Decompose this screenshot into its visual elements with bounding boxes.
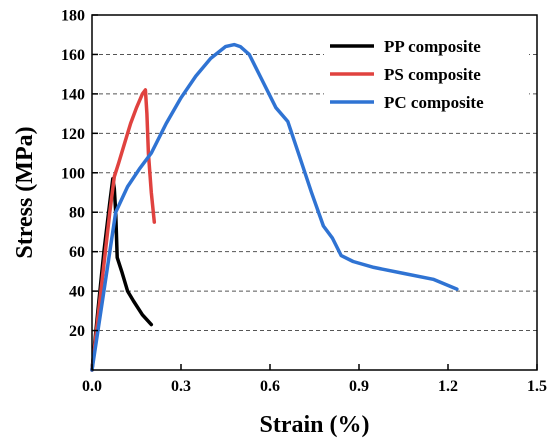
x-tick-label: 0.3 <box>171 378 191 395</box>
x-tick-label: 1.5 <box>527 378 547 395</box>
x-axis-title: Strain (%) <box>260 412 370 438</box>
x-tick-label: 1.2 <box>438 378 458 395</box>
legend-label-ps: PS composite <box>384 65 481 84</box>
axis-ticks <box>91 14 538 370</box>
x-tick-label: 0.6 <box>260 378 280 395</box>
y-tick-label: 80 <box>69 205 85 222</box>
legend: PP composite PS composite PC composite <box>324 30 529 120</box>
y-tick-label: 60 <box>69 244 85 261</box>
series-line-pc <box>90 42 459 372</box>
legend-label-pc: PC composite <box>384 93 484 112</box>
tick-labels: 20 40 60 80 100 120 140 160 180 0.0 0.3 0.6 0.9 1.2 1.… <box>61 8 547 396</box>
plot-frame <box>91 14 538 371</box>
series-line-ps <box>90 88 157 372</box>
y-tick-label: 100 <box>61 165 85 182</box>
y-tick-label: 140 <box>61 86 85 103</box>
y-tick-label: 160 <box>61 47 85 64</box>
x-tick-label: 0.9 <box>349 378 369 395</box>
y-tick-label: 180 <box>61 8 85 25</box>
series-line-pp <box>90 176 154 372</box>
y-axis-title: Stress (MPa) <box>12 126 38 258</box>
y-tick-label: 40 <box>69 284 85 301</box>
series-layer <box>90 42 459 372</box>
y-tick-label: 20 <box>69 323 85 340</box>
x-tick-label: 0.0 <box>82 378 102 395</box>
legend-label-pp: PP composite <box>384 37 481 56</box>
y-tick-label: 120 <box>61 126 85 143</box>
